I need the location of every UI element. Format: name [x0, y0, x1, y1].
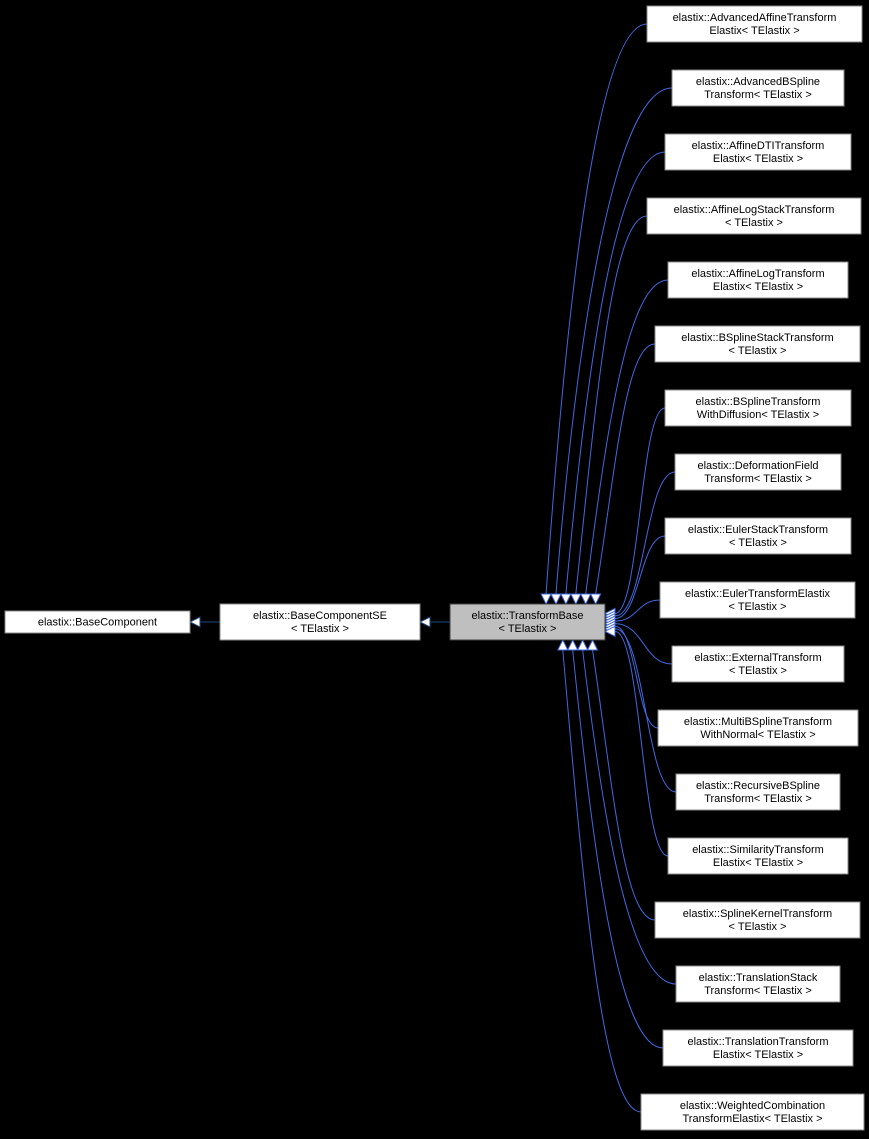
edges-group: [190, 24, 676, 1112]
arrow-affineDTI: [561, 594, 571, 604]
node-baseComponentSE[interactable]: elastix::BaseComponentSE< TElastix >: [220, 604, 420, 640]
edge-splineKernel: [593, 650, 655, 920]
node-transformBase[interactable]: elastix::TransformBase< TElastix >: [450, 604, 605, 640]
node-weightedCombination[interactable]: elastix::WeightedCombinationTransformEla…: [641, 1094, 864, 1130]
edge-multiBSplineNormal: [615, 626, 658, 728]
inheritance-diagram: elastix::BaseComponent elastix::BaseCompo…: [0, 0, 869, 1139]
arrow-advancedAffine: [541, 594, 551, 604]
node-externalTransform[interactable]: elastix::ExternalTransform< TElastix >: [672, 646, 844, 682]
node-translationStack[interactable]: elastix::TranslationStackTransform< TEla…: [676, 966, 840, 1002]
arrow-affineLog: [581, 594, 591, 604]
arrow-splineKernel: [588, 640, 598, 650]
edge-translation: [573, 650, 663, 1048]
node-baseComponent[interactable]: elastix::BaseComponent: [5, 611, 190, 633]
arrow-advancedBSpline: [551, 594, 561, 604]
node-eulerStack[interactable]: elastix::EulerStackTransform< TElastix >: [665, 518, 851, 554]
node-translation[interactable]: elastix::TranslationTransformElastix< TE…: [663, 1030, 853, 1066]
arrow-bsplineStack: [591, 594, 601, 604]
node-eulerTransform[interactable]: elastix::EulerTransformElastix< TElastix…: [660, 582, 855, 618]
node-multiBSplineNormal[interactable]: elastix::MultiBSplineTransformWithNormal…: [658, 710, 858, 746]
node-affineLog[interactable]: elastix::AffineLogTransformElastix< TEla…: [668, 262, 848, 298]
node-bsplineDiffusion[interactable]: elastix::BSplineTransformWithDiffusion< …: [665, 390, 851, 426]
node-similarity[interactable]: elastix::SimilarityTransformElastix< TEl…: [668, 838, 848, 874]
node-advancedBSpline[interactable]: elastix::AdvancedBSplineTransform< TElas…: [672, 70, 844, 106]
arrow: [420, 617, 430, 627]
arrow-weightedCombination: [558, 640, 568, 650]
edge-bsplineDiffusion: [615, 408, 665, 613]
node-affineDTI[interactable]: elastix::AffineDTITransformElastix< TEla…: [665, 134, 851, 170]
node-affineLogStack[interactable]: elastix::AffineLogStackTransform< TElast…: [647, 198, 861, 234]
node-recursiveBSpline[interactable]: elastix::RecursiveBSplineTransform< TEla…: [676, 774, 840, 810]
edge-bsplineStack: [596, 344, 655, 594]
node-advancedAffine[interactable]: elastix::AdvancedAffineTransformElastix<…: [647, 6, 862, 42]
nodes-group: elastix::BaseComponent elastix::BaseCompo…: [5, 6, 864, 1130]
arrow-translationStack: [578, 640, 588, 650]
arrow-affineLogStack: [571, 594, 581, 604]
edge-eulerTransform: [615, 600, 660, 621]
edge-externalTransform: [615, 624, 672, 664]
node-bsplineStack[interactable]: elastix::BSplineStackTransform< TElastix…: [655, 326, 860, 362]
node-splineKernel[interactable]: elastix::SplineKernelTransform< TElastix…: [655, 902, 860, 938]
node-deformationField[interactable]: elastix::DeformationFieldTransform< TEla…: [675, 454, 841, 490]
arrow: [190, 617, 200, 627]
arrow-translation: [568, 640, 578, 650]
